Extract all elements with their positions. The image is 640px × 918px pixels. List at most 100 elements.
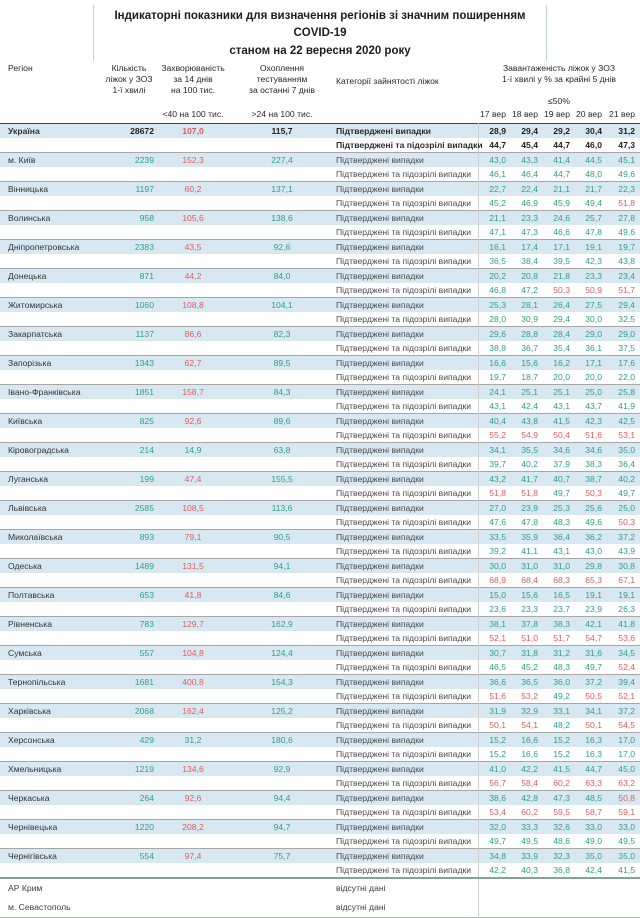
empty-cell — [100, 834, 158, 849]
occupancy-value-cell: 30,7 — [477, 645, 511, 661]
beds-cell: 1137 — [100, 326, 158, 342]
category-suspected-cell: Підтверджені та підозрілі випадки — [336, 748, 472, 759]
occupancy-value-cell: 47,2 — [521, 284, 538, 295]
beds-cell: 199 — [100, 471, 158, 487]
category-suspected-cell: Підтверджені та підозрілі випадки — [336, 777, 472, 788]
region-block: Тернопільська 1681 400,8 154,3 Підтверджені … — [0, 674, 640, 704]
incidence-cell: 400,8 — [158, 674, 228, 690]
beds-cell: 1197 — [100, 181, 158, 197]
occupancy-value-cell: 42,4 — [585, 864, 602, 875]
table-row: Тернопільська 1681 400,8 154,3 Підтверджені … — [0, 674, 640, 690]
empty-cell — [100, 660, 158, 675]
region-block: Чернівецька 1220 208,2 94,7 Підтверджені вип… — [0, 819, 640, 849]
empty-cell — [575, 878, 607, 899]
occupancy-value-cell: 45,1 — [607, 152, 640, 168]
empty-cell — [100, 689, 158, 704]
category-suspected-cell: Підтверджені та підозрілі випадки — [336, 661, 472, 672]
occupancy-value-cell: 16,6 — [511, 732, 543, 748]
occupancy-value-cell: 40,4 — [477, 413, 511, 429]
incidence-cell: 162,4 — [158, 703, 228, 719]
occupancy-value-cell: 38,6 — [477, 790, 511, 806]
occupancy-value-cell: 31,0 — [543, 558, 575, 574]
region-name-cell: Кіровоградська — [0, 442, 100, 458]
category-suspected-cell: Підтверджені та підозрілі випадки — [336, 458, 472, 469]
table-row: Підтверджені та підозрілі випадки 68,9 68,… — [0, 573, 640, 588]
region-block: Сумська 557 104,8 124,4 Підтверджені випадки… — [0, 645, 640, 675]
no-data-cell: відсутні дані — [336, 898, 478, 918]
table-row: Підтверджені та підозрілі випадки 42,2 40,… — [0, 863, 640, 879]
occupancy-value-cell: 50,9 — [585, 284, 602, 295]
occupancy-value-cell: 29,2 — [543, 123, 575, 139]
occupancy-value-cell: 22,7 — [477, 181, 511, 197]
table-row: Підтверджені та підозрілі випадки 19,7 18,… — [0, 370, 640, 385]
occupancy-value-cell: 44,5 — [575, 152, 607, 168]
occupancy-value-cell: 25,8 — [607, 384, 640, 400]
occupancy-value-cell: 63,3 — [585, 777, 602, 788]
occupancy-value-cell: 30,0 — [477, 558, 511, 574]
testing-cell: 92,6 — [228, 239, 336, 255]
occupancy-value-cell: 27,5 — [575, 297, 607, 313]
occupancy-value-cell: 49,2 — [553, 690, 570, 701]
testing-cell: 104,1 — [228, 297, 336, 313]
incidence-cell: 108,5 — [158, 500, 228, 516]
occupancy-value-cell: 35,9 — [511, 529, 543, 545]
region-name-cell: м. Київ — [0, 152, 100, 168]
occupancy-value-cell: 31,8 — [511, 645, 543, 661]
category-confirmed-cell: Підтверджені випадки — [336, 529, 478, 545]
incidence-cell: 79,1 — [158, 529, 228, 545]
table-row: Сумська 557 104,8 124,4 Підтверджені випадки… — [0, 645, 640, 661]
region-block: Житомирська 1060 108,8 104,1 Підтверджені ви… — [0, 297, 640, 327]
empty-cell — [158, 312, 228, 327]
empty-cell — [0, 312, 100, 327]
occupancy-value-cell: 38,8 — [477, 341, 511, 356]
occupancy-value-cell: 16,6 — [521, 748, 538, 759]
empty-cell — [0, 196, 100, 211]
incidence-cell: 208,2 — [158, 819, 228, 835]
empty-cell — [100, 196, 158, 211]
testing-cell: 92,9 — [228, 761, 336, 777]
occupancy-value-cell: 39,5 — [553, 255, 570, 266]
occupancy-value-cell: 41,7 — [511, 471, 543, 487]
occupancy-value-cell: 15,6 — [511, 355, 543, 371]
occupancy-value-cell: 21,1 — [543, 181, 575, 197]
occupancy-value-cell: 30,0 — [585, 313, 602, 324]
occupancy-value-cell: 29,4 — [607, 297, 640, 313]
beds-cell: 1219 — [100, 761, 158, 777]
occupancy-value-cell: 15,6 — [511, 587, 543, 603]
occupancy-value-cell: 29,6 — [477, 326, 511, 342]
occupancy-value-cell: 25,6 — [575, 500, 607, 516]
category-suspected-cell: Підтверджені та підозрілі випадки — [336, 400, 472, 411]
category-confirmed-cell: Підтверджені випадки — [336, 326, 478, 342]
incidence-cell: 41,8 — [158, 587, 228, 603]
beds-cell: 557 — [100, 645, 158, 661]
beds-cell: 1343 — [100, 355, 158, 371]
occupancy-value-cell: 41,9 — [618, 400, 636, 411]
occupancy-value-cell: 31,9 — [477, 703, 511, 719]
empty-cell — [228, 689, 336, 704]
region-name-cell: Миколаївська — [0, 529, 100, 545]
empty-cell — [511, 898, 543, 918]
region-name-cell: Київська — [0, 413, 100, 429]
occupancy-value-cell: 50,5 — [585, 690, 602, 701]
beds-cell: 893 — [100, 529, 158, 545]
occupancy-value-cell: 42,2 — [511, 761, 543, 777]
table-row: Житомирська 1060 108,8 104,1 Підтверджені ви… — [0, 297, 640, 313]
incidence-cell: 14,9 — [158, 442, 228, 458]
occupancy-value-cell: 47,3 — [618, 139, 636, 150]
table-row: Підтверджені та підозрілі випадки 46,1 46,… — [0, 167, 640, 182]
occupancy-value-cell: 43,7 — [585, 400, 602, 411]
empty-cell — [158, 718, 228, 733]
occupancy-value-cell: 45,2 — [477, 196, 511, 211]
category-confirmed-cell: Підтверджені випадки — [336, 471, 478, 487]
occupancy-value-cell: 65,3 — [585, 574, 602, 585]
empty-cell — [228, 898, 336, 918]
date-col-header: 19 вер — [544, 108, 570, 119]
occupancy-value-cell: 43,9 — [618, 545, 636, 556]
region-name-cell: Хмельницька — [0, 761, 100, 777]
occupancy-value-cell: 39,4 — [607, 674, 640, 690]
table-row: Миколаївська 893 79,1 90,5 Підтверджені випа… — [0, 529, 640, 545]
incidence-cell: 129,7 — [158, 616, 228, 632]
occupancy-value-cell: 29,4 — [553, 313, 570, 324]
occupancy-value-cell: 38,7 — [575, 471, 607, 487]
empty-cell — [158, 370, 228, 385]
